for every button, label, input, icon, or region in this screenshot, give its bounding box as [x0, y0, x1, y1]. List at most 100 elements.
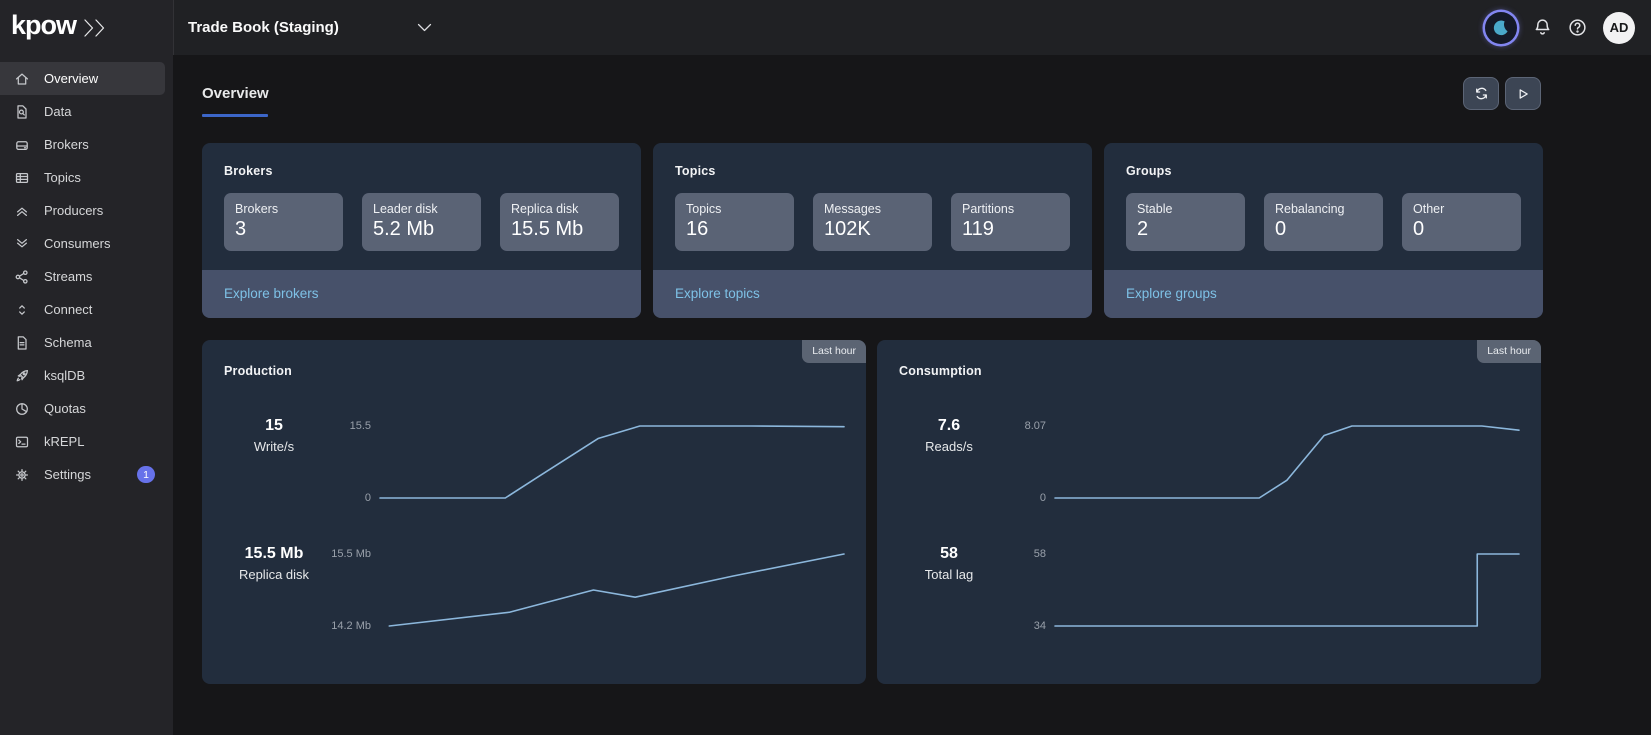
- user-avatar[interactable]: AD: [1603, 11, 1635, 44]
- chart-title: Consumption: [899, 364, 982, 378]
- sparkline-write-s: [380, 426, 844, 498]
- stat-tile: Partitions 119: [951, 193, 1070, 251]
- pie-icon: [14, 401, 31, 417]
- y-max-label: 15.5: [349, 420, 371, 432]
- stat-card-groups: Groups Stable 2 Rebalancing 0 Other 0 Explore g…: [1104, 143, 1543, 318]
- metric-summary: 15 Write/s: [224, 417, 324, 489]
- stat-tile-label: Partitions: [962, 202, 1015, 216]
- help-button[interactable]: [1568, 18, 1587, 37]
- chevrons-down-icon: [14, 236, 31, 252]
- y-max-label: 15.5 Mb: [331, 548, 371, 560]
- stat-cards-row: Brokers Brokers 3 Leader disk 5.2 Mb Replica …: [202, 143, 1543, 318]
- explore-topics-link[interactable]: Explore topics: [675, 286, 760, 301]
- y-max-label: 8.07: [1024, 420, 1046, 432]
- metric-name: Reads/s: [925, 439, 973, 454]
- stat-tile-value: 2: [1137, 218, 1149, 240]
- y-axis-labels: 15.5 0: [324, 420, 380, 504]
- card-footer: Explore topics: [653, 270, 1092, 318]
- sidebar-item-settings[interactable]: Settings 1: [0, 458, 165, 491]
- metric-summary: 58 Total lag: [899, 545, 999, 617]
- bell-icon: [1533, 18, 1552, 37]
- stat-tile: Topics 16: [675, 193, 794, 251]
- stat-card-topics: Topics Topics 16 Messages 102K Partitions 119 E…: [653, 143, 1092, 318]
- page-title: Overview: [202, 77, 269, 117]
- sidebar-item-streams[interactable]: Streams: [0, 260, 165, 293]
- stat-tile-label: Other: [1413, 202, 1445, 216]
- document-search-icon: [14, 104, 31, 120]
- chevrons-up-icon: [14, 203, 31, 219]
- sidebar-nav: Overview Data Brokers Topics Producers Consum…: [0, 55, 173, 735]
- stat-tile-value: 119: [962, 218, 994, 240]
- chart-title: Production: [224, 364, 292, 378]
- stat-tile-label: Messages: [824, 202, 881, 216]
- metric-name: Write/s: [253, 439, 295, 454]
- header-actions: [1463, 77, 1541, 110]
- metric-row: 15.5 Mb Replica disk 15.5 Mb 14.2 Mb: [224, 545, 844, 632]
- double-chevron-right-icon: [82, 17, 112, 39]
- y-axis-labels: 8.07 0: [999, 420, 1055, 504]
- sidebar-item-producers[interactable]: Producers: [0, 194, 165, 227]
- sidebar-item-label: Consumers: [44, 236, 111, 251]
- moon-icon: [1491, 18, 1511, 38]
- stat-card-brokers: Brokers Brokers 3 Leader disk 5.2 Mb Replica …: [202, 143, 641, 318]
- stat-tile-value: 102K: [824, 218, 871, 240]
- stat-tile: Stable 2: [1126, 193, 1245, 251]
- stat-tile-value: 0: [1275, 218, 1287, 240]
- sidebar-item-label: Data: [44, 104, 72, 119]
- sidebar-item-label: Settings: [44, 467, 91, 482]
- terminal-icon: [14, 434, 31, 450]
- question-circle-icon: [1568, 18, 1587, 37]
- sidebar-item-krepl[interactable]: kREPL: [0, 425, 165, 458]
- chart-cards-row: Last hour Production 15 Write/s 15.5 0 15.5 Mb…: [202, 340, 1541, 684]
- notifications-button[interactable]: [1533, 18, 1552, 37]
- metric-row: 7.6 Reads/s 8.07 0: [899, 417, 1519, 504]
- card-title: Topics: [675, 164, 716, 178]
- chevrons-updown-icon: [14, 302, 31, 318]
- sidebar-item-label: Schema: [44, 335, 92, 350]
- sidebar-item-label: Brokers: [44, 137, 89, 152]
- sidebar-item-brokers[interactable]: Brokers: [0, 128, 165, 161]
- sidebar-item-overview[interactable]: Overview: [0, 62, 165, 95]
- metric-value: 7.6: [937, 417, 961, 434]
- logo-text: kpow: [11, 10, 77, 40]
- stat-tile-label: Brokers: [235, 202, 279, 216]
- play-icon: [1515, 86, 1531, 102]
- drive-icon: [14, 137, 31, 153]
- sidebar-item-ksqldb[interactable]: ksqlDB: [0, 359, 165, 392]
- sidebar-item-label: kREPL: [44, 434, 85, 449]
- sidebar-item-quotas[interactable]: Quotas: [0, 392, 165, 425]
- stat-tile-label: Replica disk: [511, 202, 579, 216]
- time-range-tag: Last hour: [802, 340, 866, 363]
- environment-selector[interactable]: Trade Book (Staging): [188, 19, 432, 36]
- stat-tile: Other 0: [1402, 193, 1521, 251]
- sidebar-item-label: Topics: [44, 170, 81, 185]
- chevron-down-icon: [417, 23, 432, 32]
- environment-name: Trade Book (Staging): [188, 19, 339, 36]
- refresh-button[interactable]: [1463, 77, 1499, 110]
- sidebar-item-consumers[interactable]: Consumers: [0, 227, 165, 260]
- stat-tiles: Topics 16 Messages 102K Partitions 119: [653, 178, 1092, 270]
- time-range-tag: Last hour: [1477, 340, 1541, 363]
- stat-tile-value: 5.2 Mb: [373, 218, 435, 240]
- app-logo[interactable]: kpow: [0, 0, 173, 55]
- metric-value: 15.5 Mb: [244, 545, 304, 562]
- theme-toggle-button[interactable]: [1485, 11, 1517, 44]
- metric-value: 58: [940, 545, 958, 562]
- metric-summary: 15.5 Mb Replica disk: [224, 545, 324, 617]
- sidebar-item-topics[interactable]: Topics: [0, 161, 165, 194]
- play-button[interactable]: [1505, 77, 1541, 110]
- sidebar-item-label: Overview: [44, 71, 99, 86]
- gear-icon: [14, 467, 31, 483]
- stat-tile: Messages 102K: [813, 193, 932, 251]
- sidebar-item-data[interactable]: Data: [0, 95, 165, 128]
- share-icon: [14, 269, 31, 285]
- stat-tile: Rebalancing 0: [1264, 193, 1383, 251]
- explore-brokers-link[interactable]: Explore brokers: [224, 286, 319, 301]
- sidebar-item-schema[interactable]: Schema: [0, 326, 165, 359]
- chart-card-consumption: Last hour Consumption 7.6 Reads/s 8.07 0 58 Tot…: [877, 340, 1541, 684]
- y-max-label: 58: [1033, 548, 1046, 560]
- explore-groups-link[interactable]: Explore groups: [1126, 286, 1217, 301]
- sidebar-item-connect[interactable]: Connect: [0, 293, 165, 326]
- stat-tile-value: 3: [235, 218, 247, 240]
- sidebar-item-label: Producers: [44, 203, 104, 218]
